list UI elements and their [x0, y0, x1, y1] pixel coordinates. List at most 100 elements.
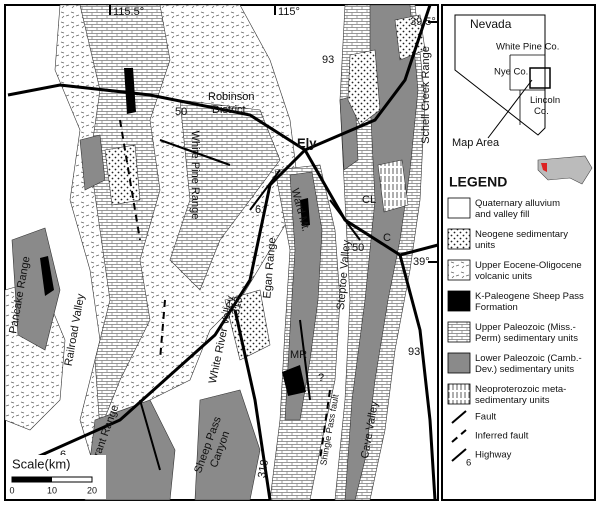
- highways: [7, 4, 439, 501]
- inset-map-shape: [529, 67, 551, 89]
- inset-map-shape: [509, 54, 545, 125]
- legend-label: Neogene sedimentary units: [475, 229, 568, 251]
- scale-title: Scale(km): [12, 456, 71, 471]
- legend-symbol: [451, 448, 467, 462]
- geology-shape: [377, 159, 409, 213]
- legend-line: Upper Paleozoic (Miss.-: [475, 322, 576, 333]
- place-label: MR: [290, 349, 307, 361]
- coordinate: 115.5°: [113, 6, 144, 18]
- highway-number: 318: [230, 296, 245, 316]
- legend-line: Formation: [475, 302, 518, 313]
- legend-line: K-Paleogene Sheep Pass: [475, 291, 584, 302]
- place-label: Schell Creek Range: [420, 46, 432, 144]
- highways-shape: [7, 148, 307, 472]
- scale-tick: 0: [9, 485, 14, 495]
- highway-number: 93: [322, 54, 334, 66]
- legend-swatch: [447, 197, 471, 219]
- scale-tick: 10: [47, 485, 57, 495]
- highways-shape: [398, 254, 437, 501]
- geology-shape: [40, 256, 54, 296]
- legend-label: Highway: [475, 450, 512, 461]
- legend-label: Lower Paleozoic (Camb.-Dev.) sedimentary…: [475, 353, 582, 375]
- map-area-label: Map Area: [452, 137, 500, 149]
- geology-shape: [282, 365, 306, 396]
- scale-bar-shape: [12, 477, 52, 482]
- geology-shape: [344, 4, 419, 501]
- scale-bar: Scale(km) 0 10 20: [6, 455, 106, 499]
- geology-shape: [347, 49, 381, 126]
- geology-shape: [79, 134, 106, 191]
- county: White Pine Co.: [496, 42, 559, 53]
- legend-label: Upper Eocene-Oligocene volcanic units: [475, 260, 582, 282]
- legend-line: units: [475, 240, 495, 251]
- legend-title: LEGEND: [449, 174, 507, 190]
- county-shape: Lincoln: [530, 95, 560, 106]
- legend-line: Upper Eocene-Oligocene: [475, 260, 582, 271]
- place-label: CL: [362, 194, 376, 206]
- coordinate: 115°: [278, 6, 300, 18]
- legend: LEGEND Quaternary alluvium and valley fil…: [447, 174, 584, 469]
- highways-shape: [303, 149, 439, 257]
- coordinate-ticks: [109, 5, 438, 263]
- legend-symbol: [451, 410, 467, 424]
- legend-label: Upper Paleozoic (Miss.-Perm) sedimentary…: [475, 322, 578, 344]
- inset-title: Nevada: [470, 17, 512, 31]
- legend-label: Neoproterozoic meta-sedimentary units: [475, 384, 566, 406]
- coordinate: 39°: [413, 256, 430, 268]
- highway-number: 50: [352, 242, 364, 254]
- legend-line: Lower Paleozoic (Camb.-: [475, 353, 582, 364]
- inset-map: Nevada White Pine Co. Nye Co. Lincoln Co.…: [452, 14, 593, 185]
- legend-label: Quaternary alluvium and valley fill: [475, 198, 560, 220]
- county-shape: Co.: [534, 106, 549, 117]
- legend-label: Fault: [475, 412, 496, 423]
- legend-swatch: [447, 259, 471, 281]
- place-label: White Pine Range: [189, 131, 201, 220]
- map: 115.5° 115° 39.5° 39° 93 50 50 6 318 93 …: [4, 4, 439, 501]
- geology-shape: [394, 14, 426, 61]
- place-label: ?: [318, 372, 324, 384]
- place-label-shape: District: [212, 104, 246, 116]
- county: Nye Co.: [494, 67, 528, 78]
- highways-shape: [304, 4, 432, 152]
- geology-shape: [124, 68, 136, 114]
- highway-number: 6: [60, 449, 66, 461]
- inset-map-shape: [537, 155, 593, 185]
- legend-line: sedimentary units: [475, 395, 550, 406]
- legend-line: volcanic units: [475, 271, 532, 282]
- highway-number: 6: [255, 204, 261, 216]
- place-label: C: [383, 232, 391, 244]
- place-label: Egan Range: [261, 237, 278, 299]
- legend-line: Perm) sedimentary units: [475, 333, 578, 344]
- legend-label: Inferred fault: [475, 431, 529, 442]
- county: Lincoln Co.: [530, 95, 560, 117]
- legend-swatch: [447, 352, 471, 374]
- geology-shape: [224, 289, 271, 361]
- legend-line: Quaternary alluvium: [475, 198, 560, 209]
- highway-number: 6: [466, 458, 471, 469]
- highway-number: 50: [175, 106, 187, 118]
- side-panel: Nevada White Pine Co. Nye Co. Lincoln Co.…: [441, 4, 596, 501]
- scale-tick: 20: [87, 485, 97, 495]
- legend-line: and valley fill: [475, 209, 529, 220]
- inset-map-shape: [541, 163, 547, 172]
- place-label: Ely: [297, 135, 317, 150]
- highways-shape: [233, 309, 272, 501]
- faults-shape: [119, 119, 331, 461]
- legend-line: Dev.) sedimentary units: [475, 364, 574, 375]
- inset-map-shape: [487, 79, 533, 139]
- highway-number: 318: [256, 459, 271, 479]
- coordinate-ticks-shape: [109, 5, 438, 263]
- highway-number: 93: [408, 346, 420, 358]
- place-label-shape: Robinson: [208, 91, 254, 103]
- coordinate: 39.5°: [410, 16, 436, 28]
- geology: [4, 4, 426, 501]
- legend-label: K-Paleogene Sheep Pass Formation: [475, 291, 584, 313]
- place-label: Robinson District: [208, 91, 254, 116]
- highways-shape: [7, 83, 306, 152]
- inset-map-shape: [454, 14, 546, 136]
- legend-swatch: [447, 383, 471, 405]
- geology-shape: [300, 198, 310, 226]
- legend-swatch: [447, 228, 471, 250]
- legend-line: Neogene sedimentary: [475, 229, 568, 240]
